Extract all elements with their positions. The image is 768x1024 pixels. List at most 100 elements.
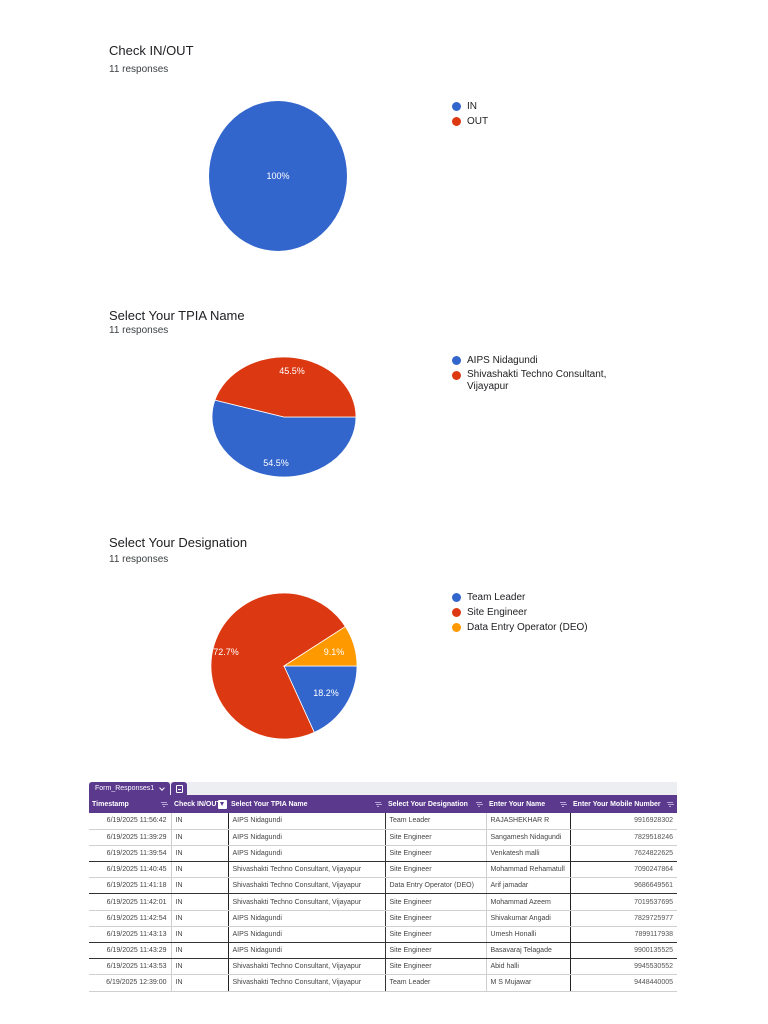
cell-name[interactable]: Mohammad Rehamatull <box>486 861 571 879</box>
legend-item-deo[interactable]: Data Entry Operator (DEO) <box>450 620 588 635</box>
legend-item-shivashakti[interactable]: Shivashakti Techno Consultant, Vijayapur <box>450 368 617 396</box>
cell-timestamp[interactable]: 6/19/2025 11:56:42 <box>89 813 172 830</box>
cell-designation[interactable]: Site Engineer <box>385 926 487 944</box>
cell-check-in-out[interactable]: IN <box>171 877 229 895</box>
cell-timestamp[interactable]: 6/19/2025 11:40:45 <box>89 861 172 879</box>
cell-designation[interactable]: Site Engineer <box>385 910 487 927</box>
cell-tpia-name[interactable]: AIPS Nidagundi <box>228 845 386 863</box>
pie-slice-aips-nidagundi[interactable] <box>211 399 357 478</box>
legend-label: Site Engineer <box>467 607 528 618</box>
chart-legend: AIPS Nidagundi Shivashakti Techno Consul… <box>450 353 617 396</box>
cell-name[interactable]: Arif jamadar <box>486 877 571 895</box>
cell-tpia-name[interactable]: AIPS Nidagundi <box>228 910 386 927</box>
cell-check-in-out[interactable]: IN <box>171 893 229 911</box>
table-row: 6/19/2025 11:42:01 IN Shivashakti Techno… <box>89 893 677 911</box>
filter-icon[interactable] <box>476 802 482 807</box>
pie-slice-in[interactable] <box>209 101 347 251</box>
cell-timestamp[interactable]: 6/19/2025 11:42:01 <box>89 893 172 911</box>
cell-check-in-out[interactable]: IN <box>171 910 229 927</box>
legend-item-out[interactable]: OUT <box>450 114 488 129</box>
cell-check-in-out[interactable]: IN <box>171 926 229 944</box>
cell-designation[interactable]: Site Engineer <box>385 942 487 960</box>
cell-designation[interactable]: Data Entry Operator (DEO) <box>385 877 487 895</box>
filter-icon[interactable] <box>161 802 167 807</box>
cell-tpia-name[interactable]: AIPS Nidagundi <box>228 813 386 830</box>
cell-name[interactable]: Abid halli <box>486 958 571 976</box>
legend-item-site-engineer[interactable]: Site Engineer <box>450 605 588 620</box>
column-header-tpia-name[interactable]: Select Your TPIA Name <box>228 796 385 813</box>
chevron-down-icon[interactable] <box>159 784 165 791</box>
cell-timestamp[interactable]: 6/19/2025 11:43:53 <box>89 958 172 976</box>
pie-slice-deo[interactable] <box>282 626 358 667</box>
cell-mobile[interactable]: 7829725977 <box>570 910 677 927</box>
cell-tpia-name[interactable]: Shivashakti Techno Consultant, Vijayapur <box>228 861 386 879</box>
cell-name[interactable]: Umesh Honalli <box>486 926 571 944</box>
pie-slice-team-leader[interactable] <box>283 665 358 733</box>
filter-icon[interactable] <box>667 802 673 807</box>
cell-check-in-out[interactable]: IN <box>171 845 229 863</box>
cell-name[interactable]: RAJASHEKHAR R <box>486 813 571 830</box>
cell-name[interactable]: Mohammad Azeem <box>486 893 571 911</box>
cell-check-in-out[interactable]: IN <box>171 829 229 846</box>
legend-item-team-leader[interactable]: Team Leader <box>450 590 588 605</box>
cell-name[interactable]: Basavaraj Telagade <box>486 942 571 960</box>
column-header-check-in-out[interactable]: Check IN/OUT <box>171 796 228 813</box>
cell-name[interactable]: Shivakumar Angadi <box>486 910 571 927</box>
pie-slice-shivashakti[interactable] <box>214 356 357 418</box>
legend-dot-icon <box>452 102 461 111</box>
cell-check-in-out[interactable]: IN <box>171 942 229 960</box>
cell-timestamp[interactable]: 6/19/2025 11:43:13 <box>89 926 172 944</box>
cell-designation[interactable]: Site Engineer <box>385 958 487 976</box>
cell-mobile[interactable]: 9945530552 <box>570 958 677 976</box>
cell-mobile[interactable]: 7090247864 <box>570 861 677 879</box>
cell-timestamp[interactable]: 6/19/2025 11:43:29 <box>89 942 172 960</box>
cell-timestamp[interactable]: 6/19/2025 11:39:54 <box>89 845 172 863</box>
cell-tpia-name[interactable]: Shivashakti Techno Consultant, Vijayapur <box>228 974 386 992</box>
cell-tpia-name[interactable]: AIPS Nidagundi <box>228 942 386 960</box>
cell-check-in-out[interactable]: IN <box>171 974 229 992</box>
legend-item-in[interactable]: IN <box>450 99 488 114</box>
filter-icon[interactable] <box>560 802 566 807</box>
pie-slice-site-engineer[interactable] <box>210 592 346 740</box>
cell-designation[interactable]: Site Engineer <box>385 861 487 879</box>
cell-name[interactable]: Venkatesh malli <box>486 845 571 863</box>
cell-timestamp[interactable]: 6/19/2025 11:42:54 <box>89 910 172 927</box>
cell-name[interactable]: Sangamesh Nidagundi <box>486 829 571 846</box>
legend-dot-icon <box>452 623 461 632</box>
column-header-timestamp[interactable]: Timestamp <box>89 796 171 813</box>
filter-icon[interactable] <box>375 802 381 807</box>
sheet-tab-form-responses[interactable]: Form_Responses1 <box>89 782 171 795</box>
cell-mobile[interactable]: 7899117938 <box>570 926 677 944</box>
cell-designation[interactable]: Team Leader <box>385 813 487 830</box>
cell-name[interactable]: M S Mujawar <box>486 974 571 992</box>
column-header-name[interactable]: Enter Your Name <box>486 796 570 813</box>
cell-mobile[interactable]: 7829518246 <box>570 829 677 846</box>
cell-mobile[interactable]: 9686649561 <box>570 877 677 895</box>
cell-designation[interactable]: Team Leader <box>385 974 487 992</box>
cell-tpia-name[interactable]: AIPS Nidagundi <box>228 829 386 846</box>
column-header-designation[interactable]: Select Your Designation <box>385 796 486 813</box>
cell-timestamp[interactable]: 6/19/2025 11:39:29 <box>89 829 172 846</box>
cell-designation[interactable]: Site Engineer <box>385 829 487 846</box>
legend-item-aips-nidagundi[interactable]: AIPS Nidagundi <box>450 353 617 368</box>
cell-mobile[interactable]: 9916928302 <box>570 813 677 830</box>
cell-tpia-name[interactable]: Shivashakti Techno Consultant, Vijayapur <box>228 877 386 895</box>
cell-designation[interactable]: Site Engineer <box>385 845 487 863</box>
table-view-button[interactable] <box>171 782 188 795</box>
cell-tpia-name[interactable]: AIPS Nidagundi <box>228 926 386 944</box>
cell-mobile[interactable]: 9900135525 <box>570 942 677 960</box>
cell-tpia-name[interactable]: Shivashakti Techno Consultant, Vijayapur <box>228 958 386 976</box>
cell-timestamp[interactable]: 6/19/2025 12:39:00 <box>89 974 172 992</box>
cell-mobile[interactable]: 7019537695 <box>570 893 677 911</box>
column-header-mobile[interactable]: Enter Your Mobile Number <box>570 796 677 813</box>
cell-check-in-out[interactable]: IN <box>171 813 229 830</box>
cell-mobile[interactable]: 7624822625 <box>570 845 677 863</box>
filter-active-icon[interactable] <box>218 800 227 809</box>
cell-tpia-name[interactable]: Shivashakti Techno Consultant, Vijayapur <box>228 893 386 911</box>
cell-designation[interactable]: Site Engineer <box>385 893 487 911</box>
header-label: Timestamp <box>92 801 129 808</box>
cell-check-in-out[interactable]: IN <box>171 958 229 976</box>
cell-mobile[interactable]: 9448440005 <box>570 974 677 992</box>
cell-timestamp[interactable]: 6/19/2025 11:41:18 <box>89 877 172 895</box>
cell-check-in-out[interactable]: IN <box>171 861 229 879</box>
